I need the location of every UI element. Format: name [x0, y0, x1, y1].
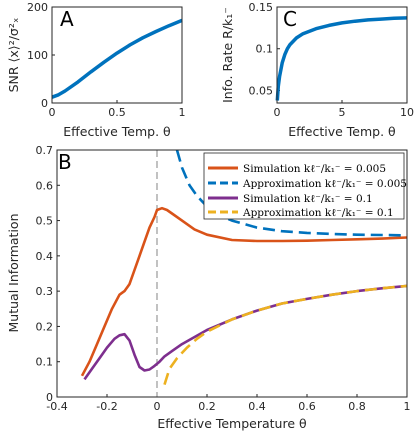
- panel-b: B -0.4 -0.2 0 0.2 0.4 0.6 0.8 1 0 0.1 0.2 0.3 0.4 0.5…: [6, 144, 411, 431]
- x-tick-label: 0.2: [198, 400, 216, 413]
- y-tick-label: 0: [41, 97, 48, 110]
- x-tick-label: 0: [154, 400, 161, 413]
- series-line: [163, 284, 408, 385]
- y-tick-label: 0.4: [36, 250, 54, 263]
- panel-a-frame: [51, 6, 183, 104]
- y-tick-label: 0.1: [36, 356, 54, 369]
- panel-a-ticks: 0 0.5 1 0 100 200: [27, 1, 186, 119]
- legend-box: [203, 152, 405, 220]
- legend-label: Approximation kℓ⁻/k₁⁻ = 0.1: [242, 207, 394, 219]
- x-tick-label: 0.4: [248, 400, 266, 413]
- panel-b-frame: [56, 149, 408, 398]
- y-tick-label: 100: [27, 49, 48, 62]
- y-tick-label: 0.3: [36, 285, 54, 298]
- panel-b-ticks: -0.4 -0.2 0 0.2 0.4 0.6 0.8 1 0 0.1 0.2 0.3 0.4 0.5 0.…: [36, 144, 411, 413]
- legend: Simulation kℓ⁻/k₁⁻ = 0.005 Approximation…: [203, 152, 407, 220]
- x-tick-label: -0.4: [46, 400, 67, 413]
- x-tick-label: 0.8: [348, 400, 366, 413]
- x-tick-label: -0.2: [96, 400, 117, 413]
- series-line: [80, 206, 408, 377]
- x-tick-label: 10: [400, 106, 414, 119]
- panel-c-frame: [276, 6, 408, 104]
- legend-label: Simulation kℓ⁻/k₁⁻ = 0.1: [243, 193, 373, 205]
- panel-a-ylabel: SNR ⟨x⟩²/σ²ₓ: [6, 18, 21, 93]
- legend-label: Approximation kℓ⁻/k₁⁻ = 0.005: [242, 178, 407, 190]
- panel-c: C 0 5 10 0.05 0.1 0.15 Effective Temp. θ Info…: [220, 1, 414, 139]
- y-tick-label: 0: [46, 391, 53, 404]
- series-line: [51, 18, 183, 99]
- y-tick-label: 200: [27, 1, 48, 14]
- y-tick-label: 0.05: [249, 84, 274, 97]
- x-tick-label: 1: [179, 106, 186, 119]
- y-tick-label: 0.6: [36, 179, 54, 192]
- x-tick-label: 0.6: [298, 400, 316, 413]
- panel-b-series: [80, 149, 408, 385]
- panel-a: A 0 0.5 1 0 100 200 Effective Temp. θ SNR ⟨x⟩…: [6, 1, 186, 139]
- panel-c-xlabel: Effective Temp. θ: [288, 124, 395, 139]
- legend-item-sim-01: Simulation kℓ⁻/k₁⁻ = 0.1: [208, 193, 373, 205]
- x-tick-label: 0: [274, 106, 281, 119]
- series-line: [83, 284, 408, 381]
- panel-c-ticks: 0 5 10 0.05 0.1 0.15: [249, 1, 415, 119]
- panel-a-label: A: [60, 7, 74, 31]
- x-tick-label: 1: [404, 400, 411, 413]
- y-tick-label: 0.2: [36, 320, 54, 333]
- y-tick-label: 0.5: [36, 215, 54, 228]
- panel-a-series: [51, 18, 183, 99]
- panel-c-label: C: [283, 7, 297, 31]
- series-line: [175, 149, 408, 237]
- panel-b-ylabel: Mutual Information: [6, 214, 21, 333]
- legend-item-approx-005: Approximation kℓ⁻/k₁⁻ = 0.005: [208, 178, 407, 190]
- panel-b-xlabel: Effective Temperature θ: [157, 416, 306, 431]
- legend-label: Simulation kℓ⁻/k₁⁻ = 0.005: [243, 163, 386, 175]
- y-tick-label: 0.7: [36, 144, 54, 157]
- panel-c-series: [275, 16, 408, 101]
- series-line: [275, 16, 408, 101]
- x-tick-label: 0.5: [108, 106, 126, 119]
- legend-item-sim-005: Simulation kℓ⁻/k₁⁻ = 0.005: [208, 163, 386, 175]
- panel-a-xlabel: Effective Temp. θ: [63, 124, 170, 139]
- y-tick-label: 0.1: [256, 43, 274, 56]
- x-tick-label: 0: [49, 106, 56, 119]
- panel-c-ylabel: Info. Rate R/k₁⁻: [220, 7, 235, 103]
- panel-b-label: B: [58, 150, 72, 174]
- legend-item-approx-01: Approximation kℓ⁻/k₁⁻ = 0.1: [208, 207, 394, 219]
- x-tick-label: 5: [339, 106, 346, 119]
- y-tick-label: 0.15: [249, 1, 274, 14]
